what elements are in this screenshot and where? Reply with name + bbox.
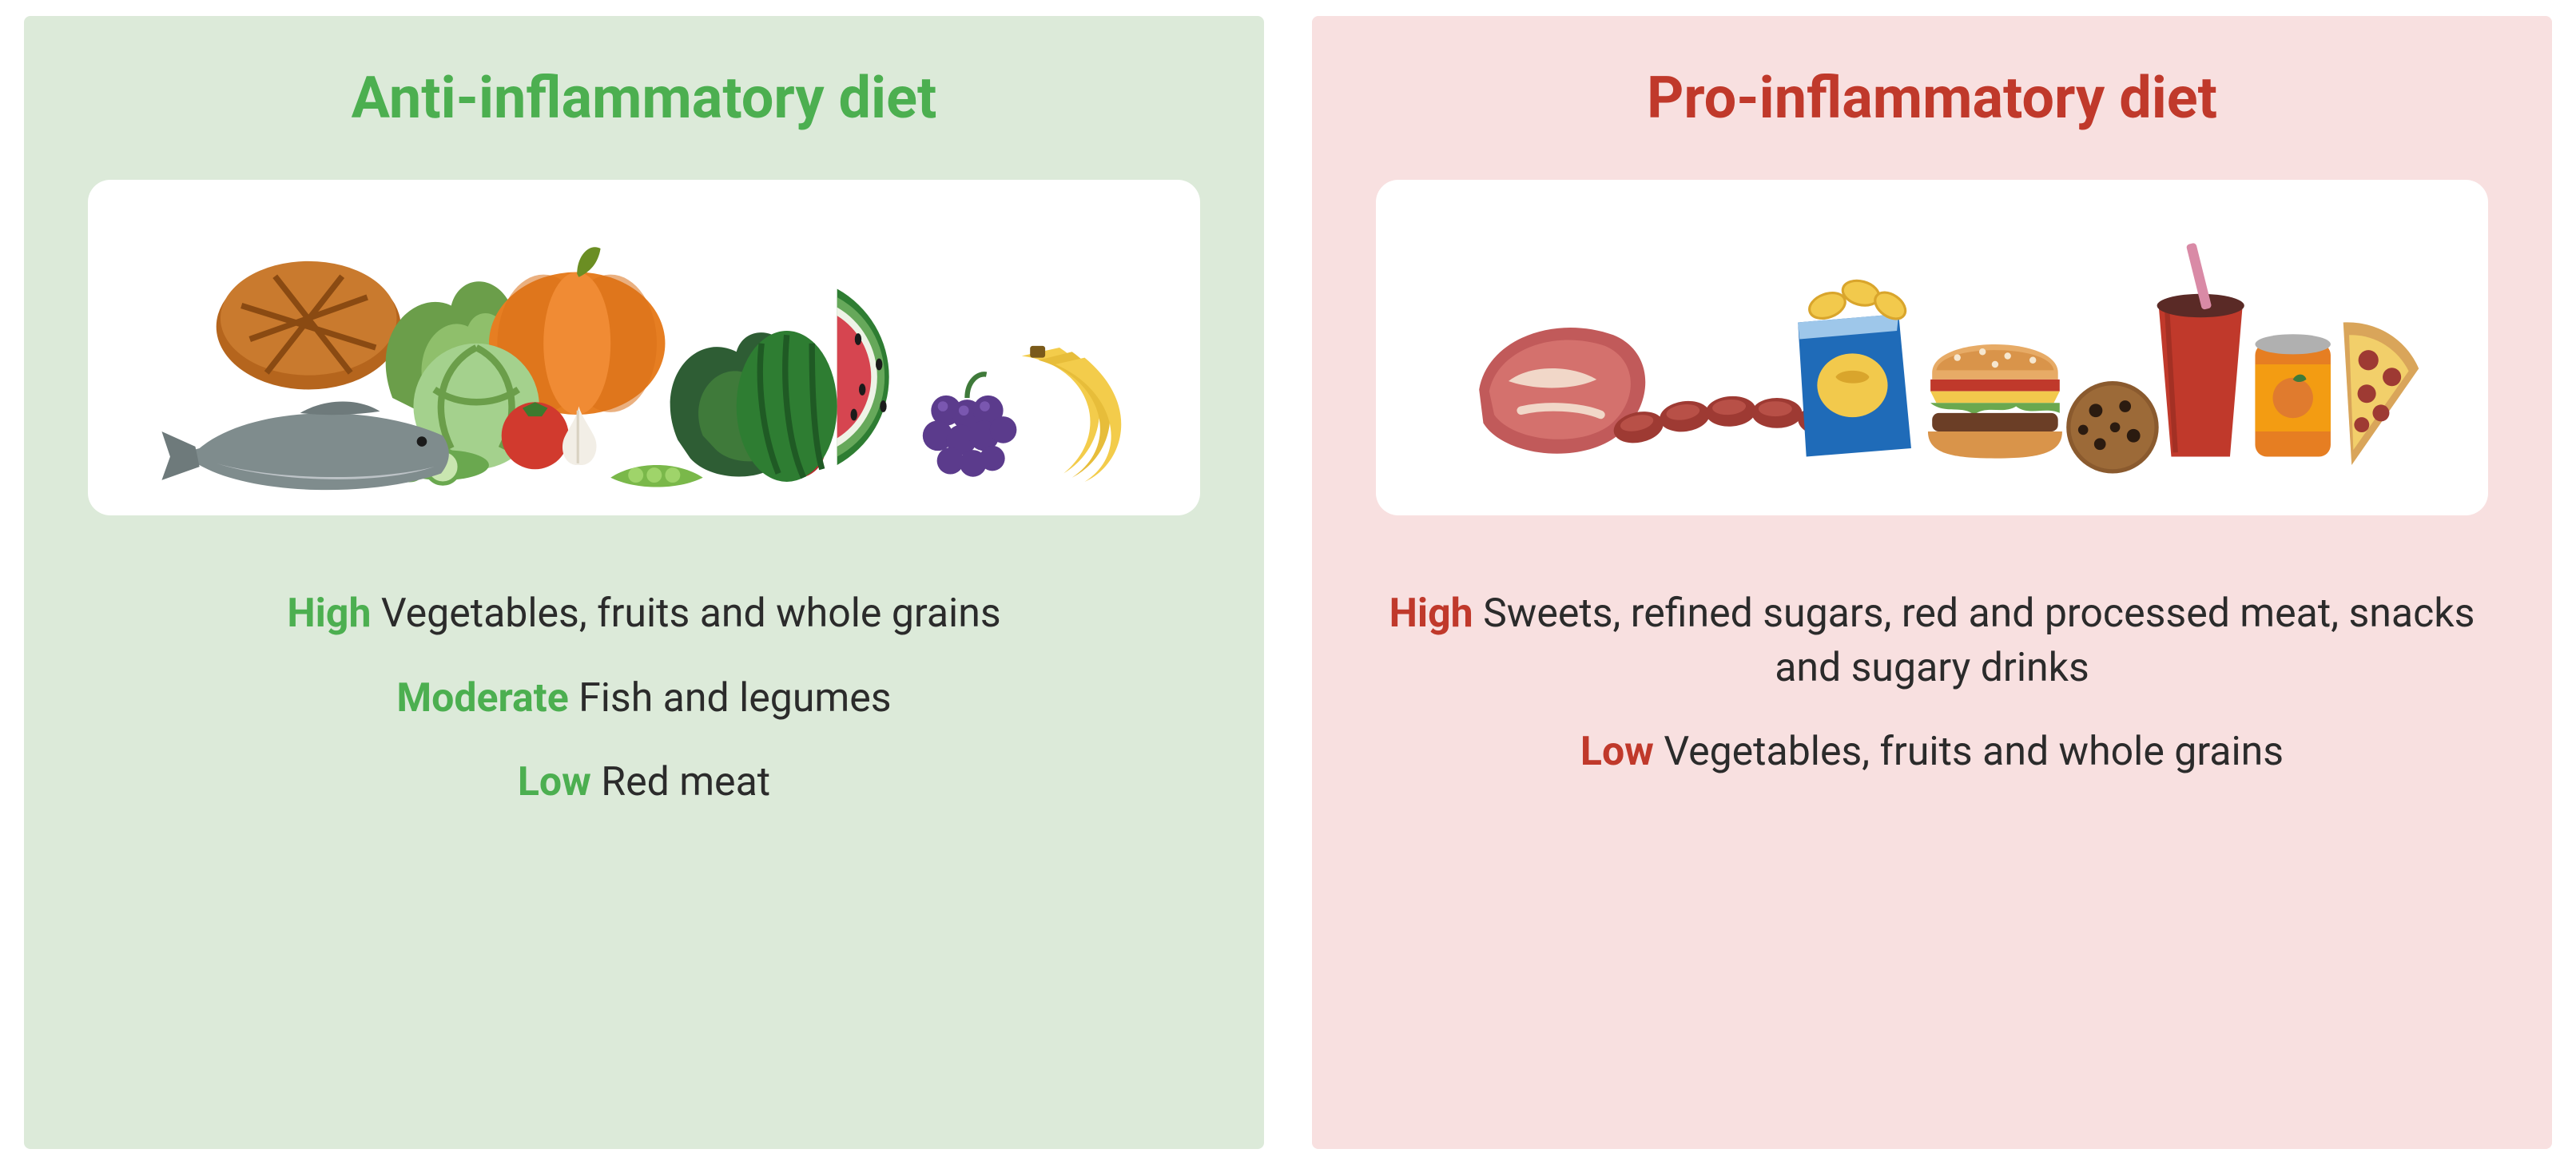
left-line-1: Moderate Fish and legumes [88, 672, 1200, 726]
level-label: High [287, 590, 371, 637]
level-text: Sweets, refined sugars, red and processe… [1483, 590, 2475, 691]
watermelon-icon [736, 289, 888, 483]
junk-foods-svg [1404, 197, 2460, 499]
left-line-0: High Vegetables, fruits and whole grains [88, 587, 1200, 642]
right-line-1: Low Vegetables, fruits and whole grains [1376, 726, 2488, 780]
junk-foods-illustration [1376, 180, 2488, 515]
anti-inflammatory-panel: Anti-inflammatory diet [24, 16, 1264, 1149]
level-label: Low [518, 759, 591, 805]
chips-bag-icon [1798, 277, 1911, 457]
cookie-icon [2066, 381, 2159, 474]
level-label: Low [1580, 729, 1654, 775]
fish-icon [161, 401, 448, 490]
level-text: Fish and legumes [578, 675, 891, 722]
pizza-icon [2343, 322, 2419, 465]
peas-icon [610, 465, 703, 487]
pro-inflammatory-panel: Pro-inflammatory diet [1312, 16, 2552, 1149]
healthy-foods-illustration [88, 180, 1200, 515]
grapes-icon [923, 374, 1017, 476]
bananas-icon [1021, 346, 1121, 482]
level-label: High [1389, 590, 1473, 637]
level-text: Vegetables, fruits and whole grains [1664, 729, 2284, 775]
left-line-2: Low Red meat [88, 756, 1200, 810]
right-desc-block: High Sweets, refined sugars, red and pro… [1376, 587, 2488, 810]
panel-title-left: Anti-inflammatory diet [352, 64, 937, 132]
level-text: Red meat [601, 759, 770, 805]
soda-can-icon [2255, 334, 2331, 456]
level-text: Vegetables, fruits and whole grains [381, 590, 1001, 637]
left-desc-block: High Vegetables, fruits and whole grains… [88, 587, 1200, 841]
healthy-foods-svg [116, 197, 1172, 499]
garlic-icon [563, 407, 597, 466]
level-label: Moderate [396, 675, 568, 722]
tomato-icon [501, 402, 568, 469]
right-line-0: High Sweets, refined sugars, red and pro… [1376, 587, 2488, 695]
bread-icon [216, 261, 400, 390]
panel-title-right: Pro-inflammatory diet [1647, 64, 2217, 132]
soda-cup-icon [2157, 242, 2244, 456]
burger-icon [1928, 344, 2062, 459]
